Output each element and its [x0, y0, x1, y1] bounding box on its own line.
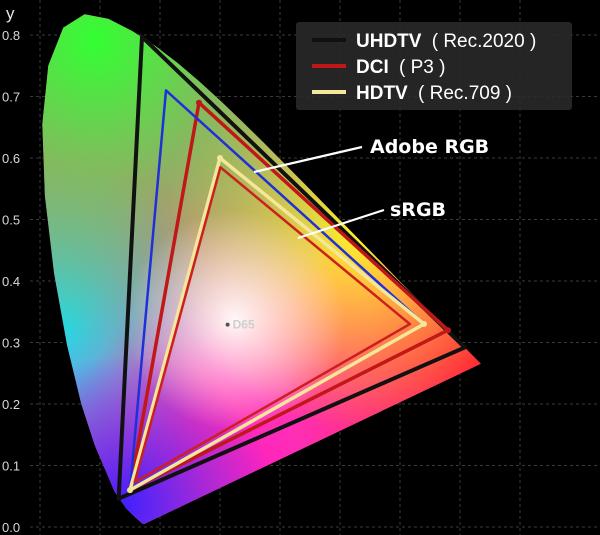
- white-point-d65: D65: [225, 318, 255, 332]
- y-tick-label: 0.4: [2, 274, 20, 289]
- legend-detail-dci: ( P3 ): [399, 57, 445, 78]
- y-tick-label: 0.7: [2, 90, 20, 105]
- gamut-triangles: [116, 34, 467, 501]
- legend: UHDTV ( Rec.2020 ) DCI ( P3 ) HDTV ( Rec…: [296, 22, 572, 110]
- y-tick-label: 0.6: [2, 151, 20, 166]
- hdtv-primary-point: [127, 487, 133, 494]
- legend-box: [296, 22, 572, 110]
- y-axis-ticks: 0.0 0.1 0.2 0.3 0.4 0.5 0.6 0.7 0.8: [2, 28, 20, 535]
- svg-text:UHDTV ( Rec.2020 ): UHDTV ( Rec.2020 ): [356, 31, 536, 52]
- dci-gamut-triangle: [128, 100, 450, 492]
- y-tick-label: 0.0: [2, 520, 20, 535]
- legend-detail-hdtv: ( Rec.709 ): [418, 83, 512, 104]
- y-axis-label: y: [6, 4, 15, 23]
- legend-detail-uhdtv: ( Rec.2020 ): [432, 31, 537, 52]
- uhdtv-gamut-triangle: [116, 34, 467, 501]
- legend-item-dci: DCI ( P3 ): [312, 57, 445, 78]
- white-point-marker: [225, 322, 230, 327]
- adobe-rgb-callout-line: [253, 145, 363, 174]
- y-tick-label: 0.8: [2, 28, 20, 43]
- svg-text:DCI ( P3 ): DCI ( P3 ): [356, 57, 445, 78]
- srgb-gamut-triangle: [133, 166, 412, 484]
- legend-name-uhdtv: UHDTV: [356, 31, 422, 52]
- white-point-label: D65: [233, 318, 255, 332]
- legend-name-hdtv: HDTV: [356, 83, 408, 104]
- gamut-callouts: Adobe RGB sRGB: [253, 136, 489, 240]
- y-tick-label: 0.5: [2, 213, 20, 228]
- dci-primary-point: [445, 327, 451, 334]
- dci-primary-point: [196, 99, 202, 106]
- y-tick-label: 0.3: [2, 336, 20, 351]
- hdtv-primary-point: [217, 155, 223, 161]
- svg-text:HDTV ( Rec.709 ): HDTV ( Rec.709 ): [356, 83, 512, 104]
- adobe-rgb-callout-label: Adobe RGB: [370, 136, 489, 158]
- legend-item-uhdtv: UHDTV ( Rec.2020 ): [312, 31, 536, 52]
- legend-item-hdtv: HDTV ( Rec.709 ): [312, 83, 512, 104]
- y-tick-label: 0.1: [2, 459, 20, 474]
- hdtv-gamut-triangle: [128, 156, 426, 492]
- legend-name-dci: DCI: [356, 57, 389, 78]
- srgb-callout-line: [297, 208, 385, 240]
- hdtv-primary-point: [421, 321, 427, 327]
- y-tick-label: 0.2: [2, 397, 20, 412]
- srgb-callout-label: sRGB: [390, 199, 446, 221]
